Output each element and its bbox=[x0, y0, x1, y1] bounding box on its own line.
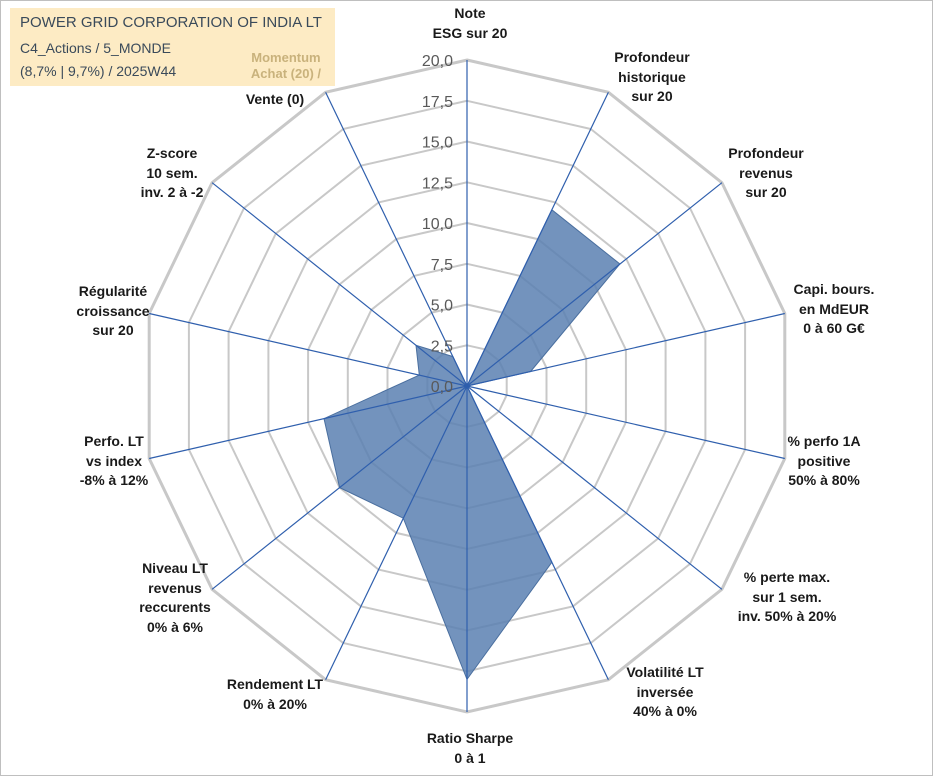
axis-label-5: % perte max. sur 1 sem. inv. 50% à 20% bbox=[738, 568, 837, 627]
spoke-10 bbox=[149, 385, 468, 460]
axis-label-11-line-0: Régularité bbox=[78, 283, 148, 299]
axis-label-10-line-1: vs index bbox=[85, 452, 143, 469]
axis-label-4: % perfo 1A positive 50% à 80% bbox=[787, 432, 860, 491]
axis-label-2: Profondeur revenus sur 20 bbox=[728, 144, 803, 203]
tick-label-0: 0,0 bbox=[431, 379, 453, 396]
axis-label-3: Capi. bours. en MdEUR 0 à 60 G€ bbox=[794, 280, 875, 339]
axis-label-11-line-1: croissance bbox=[76, 302, 150, 319]
tick-label-6: 15,0 bbox=[422, 135, 453, 152]
axis-label-0: Note ESG sur 20 bbox=[433, 4, 508, 43]
momentum-line-2: Achat (20) / bbox=[250, 66, 321, 81]
tick-label-1: 2,5 bbox=[431, 338, 453, 355]
spoke-5 bbox=[466, 385, 723, 590]
tick-label-2: 5,0 bbox=[431, 298, 453, 315]
axis-label-11: Régularité croissance sur 20 bbox=[76, 282, 149, 341]
axis-label-1: Profondeur historique sur 20 bbox=[614, 48, 689, 107]
axis-label-3-line-2: 0 à 60 G€ bbox=[803, 320, 865, 336]
tick-label-8: 20,0 bbox=[422, 53, 453, 70]
axis-label-8-line-1: 0% à 20% bbox=[243, 695, 307, 712]
spoke-4 bbox=[466, 385, 785, 460]
spoke-2 bbox=[466, 182, 723, 387]
axis-label-1-line-2: sur 20 bbox=[631, 88, 673, 104]
title-box: POWER GRID CORPORATION OF INDIA LT C4_Ac… bbox=[10, 8, 335, 86]
axis-label-2-line-0: Profondeur bbox=[728, 145, 804, 161]
axis-label-7-line-0: Ratio Sharpe bbox=[426, 730, 514, 746]
tick-label-3: 7,5 bbox=[431, 257, 453, 274]
axis-label-10: Perfo. LT vs index -8% à 12% bbox=[80, 432, 148, 491]
axis-label-12: Z-score 10 sem. inv. 2 à -2 bbox=[141, 144, 204, 203]
axis-label-2-line-1: revenus bbox=[739, 164, 793, 181]
tick-label-5: 12,5 bbox=[422, 175, 453, 192]
spoke-1 bbox=[466, 92, 609, 387]
axis-label-12-line-0: Z-score bbox=[146, 145, 198, 161]
axis-label-10-line-2: -8% à 12% bbox=[79, 472, 149, 488]
axis-label-3-line-0: Capi. bours. bbox=[793, 281, 875, 297]
spoke-8 bbox=[325, 385, 468, 680]
axis-label-5-line-0: % perte max. bbox=[743, 569, 831, 585]
spoke-13 bbox=[325, 92, 468, 387]
axis-label-3-line-1: en MdEUR bbox=[799, 300, 869, 317]
axis-label-6-line-0: Volatilité LT bbox=[626, 664, 704, 680]
category-label: C4_Actions / 5_MONDE bbox=[20, 40, 171, 56]
axis-label-6-line-2: 40% à 0% bbox=[633, 703, 697, 719]
axis-label-7-line-1: 0 à 1 bbox=[454, 749, 486, 766]
axis-label-9-line-1: revenus bbox=[148, 579, 202, 596]
axis-label-9-line-2: reccurents bbox=[139, 599, 211, 615]
axis-label-1-line-1: historique bbox=[618, 68, 686, 85]
data-area bbox=[323, 209, 621, 681]
axis-label-8-line-0: Rendement LT bbox=[226, 676, 324, 692]
axis-label-5-line-1: sur 1 sem. bbox=[752, 588, 822, 605]
axis-label-8: Rendement LT 0% à 20% bbox=[227, 675, 323, 714]
axis-label-1-line-0: Profondeur bbox=[614, 49, 690, 65]
spoke-12 bbox=[211, 182, 468, 387]
axis-label-4-line-0: % perfo 1A bbox=[787, 433, 861, 449]
axis-label-4-line-2: 50% à 80% bbox=[788, 472, 860, 488]
spoke-6 bbox=[466, 385, 609, 680]
axis-label-6: Volatilité LT inversée 40% à 0% bbox=[626, 663, 703, 722]
axis-label-9: Niveau LT revenus reccurents 0% à 6% bbox=[139, 559, 211, 637]
axis-label-9-line-3: 0% à 6% bbox=[146, 618, 204, 635]
momentum-line-1: Momentum bbox=[251, 50, 321, 65]
axis-label-0-line-1: ESG sur 20 bbox=[432, 24, 508, 41]
axis-label-2-line-2: sur 20 bbox=[745, 184, 787, 200]
momentum-vente-label: Vente (0) bbox=[245, 91, 305, 107]
axis-label-11-line-2: sur 20 bbox=[92, 322, 134, 338]
momentum-header-label: Momentum Achat (20) / bbox=[251, 50, 321, 82]
stats-label: (8,7% | 9,7%) / 2025W44 bbox=[20, 63, 177, 79]
spoke-3 bbox=[466, 312, 785, 387]
axis-label-10-line-0: Perfo. LT bbox=[84, 433, 144, 449]
tick-label-4: 10,0 bbox=[422, 216, 453, 233]
axis-label-12-line-1: 10 sem. bbox=[146, 164, 198, 181]
tick-label-7: 17,5 bbox=[422, 94, 453, 111]
spoke-11 bbox=[149, 312, 468, 387]
company-title: POWER GRID CORPORATION OF INDIA LT bbox=[20, 14, 322, 31]
spoke-9 bbox=[211, 385, 468, 590]
axis-label-5-line-2: inv. 50% à 20% bbox=[737, 608, 837, 624]
axis-label-0-line-0: Note bbox=[454, 5, 486, 21]
axis-label-9-line-0: Niveau LT bbox=[142, 560, 208, 576]
axis-label-12-line-2: inv. 2 à -2 bbox=[140, 184, 204, 200]
axis-label-4-line-1: positive bbox=[797, 452, 851, 469]
axis-label-7: Ratio Sharpe 0 à 1 bbox=[427, 729, 513, 768]
axis-label-6-line-1: inversée bbox=[636, 683, 694, 700]
